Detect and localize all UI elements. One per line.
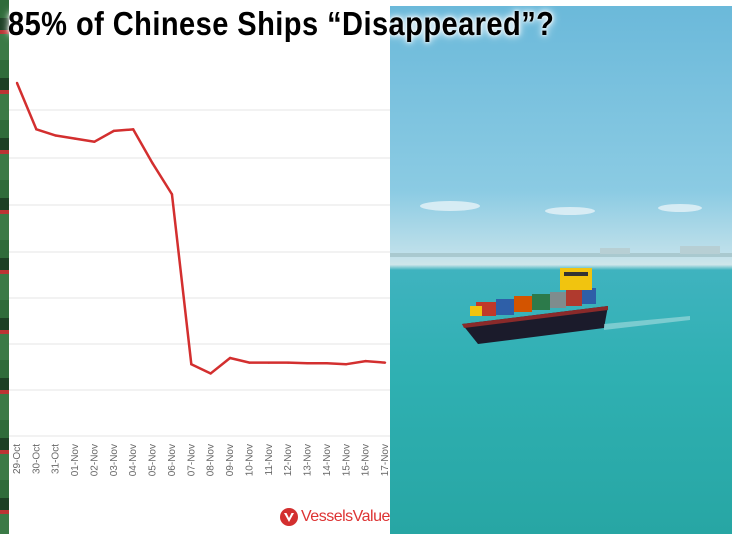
x-tick-label: 09-Nov [225,444,236,476]
x-tick-label: 06-Nov [167,444,178,476]
x-tick-label: 02-Nov [89,444,100,476]
x-tick-label: 03-Nov [109,444,120,476]
data-point-13-Nov [306,362,309,365]
x-tick-label: 30-Oct [31,444,42,474]
x-tick-label: 29-Oct [12,444,23,474]
data-point-29-Oct [15,81,19,85]
data-point-14-Nov [325,362,329,365]
x-tick-label: 12-Nov [283,444,294,476]
x-tick-label: 01-Nov [70,444,81,476]
data-point-01-Nov [73,137,77,140]
left-edge-strip [0,0,9,534]
x-tick-label: 17-Nov [380,444,390,476]
container-ship-photo [390,6,732,534]
x-tick-label: 04-Nov [128,444,139,476]
x-tick-label: 14-Nov [322,444,333,476]
data-point-15-Nov [345,362,348,366]
series-line [15,82,386,375]
data-point-02-Nov [93,140,96,143]
data-point-31-Oct [54,134,57,137]
x-tick-label: 05-Nov [148,444,159,476]
data-point-07-Nov [190,362,193,366]
line-chart: 29-Oct 30-Oct 31-Oct 01-Nov 02-Nov 03-Nov 04-N… [9,81,390,476]
vesselsvalue-logo-text: VesselsValue [301,508,390,525]
headline: 85% of Chinese Ships “Disappeared”? [8,5,555,42]
data-point-09-Nov [228,356,232,360]
x-tick-label: 11-Nov [264,444,275,476]
data-point-06-Nov [170,193,174,196]
x-tick-label: 07-Nov [186,444,197,476]
data-point-16-Nov [364,359,367,363]
x-tick-label: 15-Nov [341,444,352,476]
data-point-05-Nov [151,162,154,165]
data-point-08-Nov [209,372,212,375]
data-point-17-Nov [383,361,387,364]
chart-panel: 29-Oct 30-Oct 31-Oct 01-Nov 02-Nov 03-Nov 04-N… [9,0,390,534]
x-tick-label: 16-Nov [361,444,372,476]
x-tick-label: 13-Nov [303,444,314,476]
data-point-03-Nov [112,129,116,133]
data-point-04-Nov [132,128,135,131]
vesselsvalue-logo: VesselsValue [279,507,390,527]
x-tick-label: 08-Nov [206,444,217,476]
x-tick-label: 10-Nov [244,444,255,476]
x-tick-label: 31-Oct [51,444,62,474]
data-point-10-Nov [248,361,251,364]
data-point-30-Oct [35,128,38,131]
ship-scene-illustration [390,201,732,344]
data-point-11-Nov [267,361,270,364]
data-point-12-Nov [286,361,290,364]
vesselsvalue-logo-icon [280,508,298,526]
